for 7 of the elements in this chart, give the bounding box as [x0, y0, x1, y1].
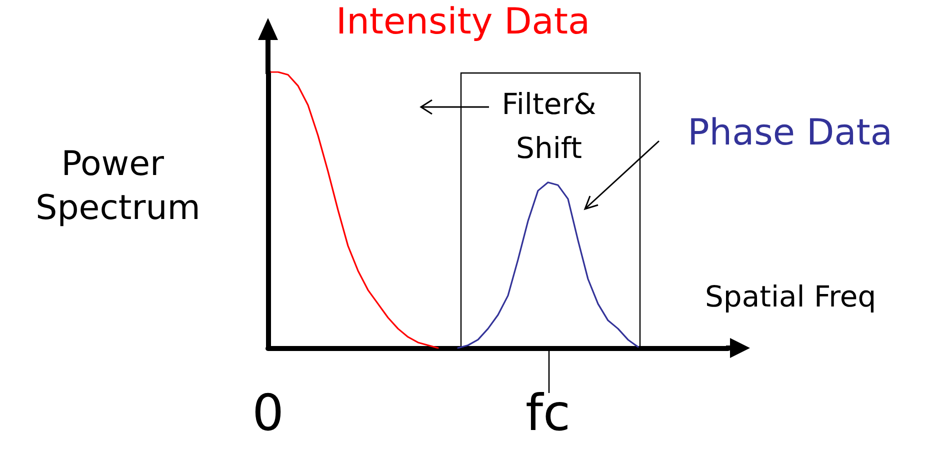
x-axis-title: Spatial Freq [705, 280, 876, 314]
y-axis-title: Power Spectrum [36, 144, 200, 228]
x-tick-label: 0 [252, 384, 284, 442]
series-label: Intensity Data [336, 2, 590, 42]
text: Phase Data [688, 112, 892, 154]
annotation: Filter& Shift [502, 87, 596, 165]
x-tick-label: fc [525, 384, 571, 442]
